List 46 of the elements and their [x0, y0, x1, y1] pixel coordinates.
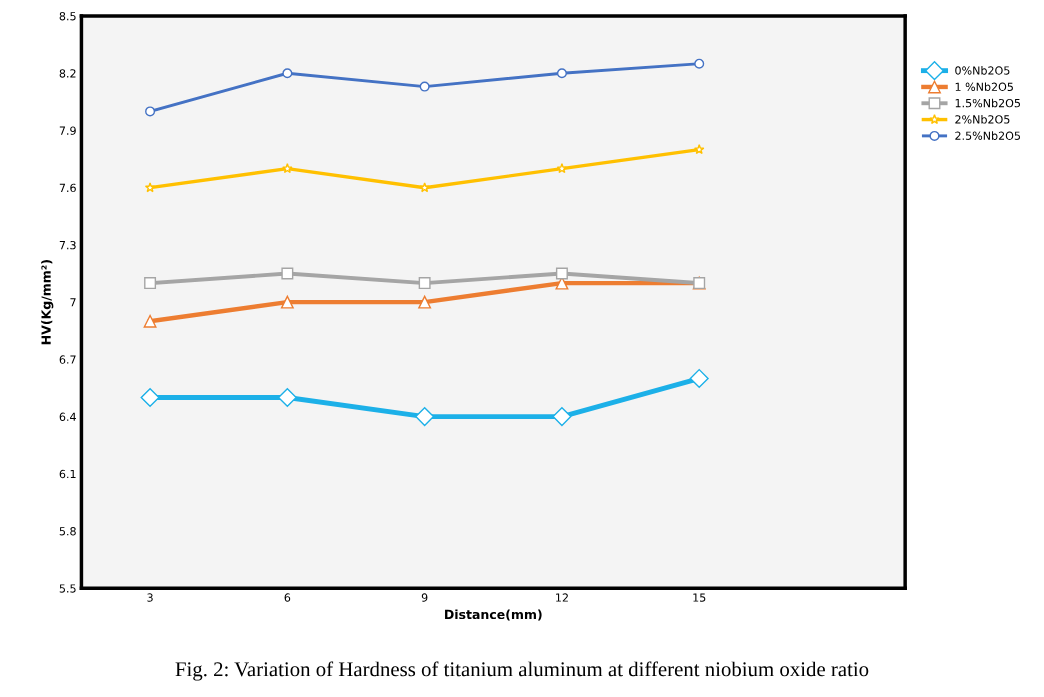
point — [693, 144, 705, 155]
point — [144, 277, 157, 290]
y-tick-label: 7.9 — [59, 126, 76, 135]
x-tick-label: 12 — [556, 593, 568, 602]
legend-label: 0%Nb2O5 — [955, 66, 1010, 75]
point — [145, 106, 156, 117]
point — [418, 295, 432, 309]
caption: Fig. 2: Variation of Hardness of titanium aluminum at different niobium oxide ratio — [175, 661, 869, 681]
point — [140, 387, 160, 408]
point — [556, 163, 568, 174]
y-tick-label: 5.8 — [59, 527, 76, 536]
y-tick-label: 8.5 — [59, 12, 76, 21]
x-tick-label: 15 — [693, 593, 706, 602]
x-tick-label: 3 — [147, 593, 153, 602]
point — [144, 182, 156, 193]
point — [282, 68, 293, 79]
point — [415, 407, 435, 427]
point — [282, 163, 293, 174]
point — [556, 68, 567, 79]
y-tick-label: 6.7 — [59, 355, 76, 364]
point — [281, 267, 294, 280]
point — [143, 314, 157, 328]
point — [277, 387, 297, 408]
point — [555, 267, 568, 280]
y-axis-title: HV(Kg/mm²) — [41, 260, 54, 345]
point — [418, 277, 431, 290]
point — [552, 407, 572, 427]
y-tick-label: 5.5 — [59, 584, 76, 593]
legend-label: 2%Nb2O5 — [955, 115, 1010, 124]
point — [694, 58, 705, 69]
legend-label: 2.5%Nb2O5 — [955, 131, 1020, 140]
point — [419, 81, 430, 92]
y-tick-label: 6.1 — [59, 469, 76, 479]
y-tick-label: 6.4 — [59, 412, 76, 421]
y-tick-label: 7 — [70, 298, 76, 307]
point — [419, 182, 430, 193]
y-tick-label: 7.6 — [59, 183, 76, 193]
x-tick-label: 9 — [421, 593, 428, 602]
x-axis-title: Distance(mm) — [445, 609, 542, 621]
point — [280, 295, 294, 309]
y-tick-label: 7.3 — [59, 240, 76, 250]
y-tick-label: 8.2 — [59, 69, 76, 78]
x-tick-label: 6 — [284, 593, 291, 602]
legend-label: 1.5%Nb2O5 — [955, 98, 1020, 108]
legend-label: 1 %Nb2O5 — [955, 82, 1013, 91]
point — [689, 368, 709, 388]
